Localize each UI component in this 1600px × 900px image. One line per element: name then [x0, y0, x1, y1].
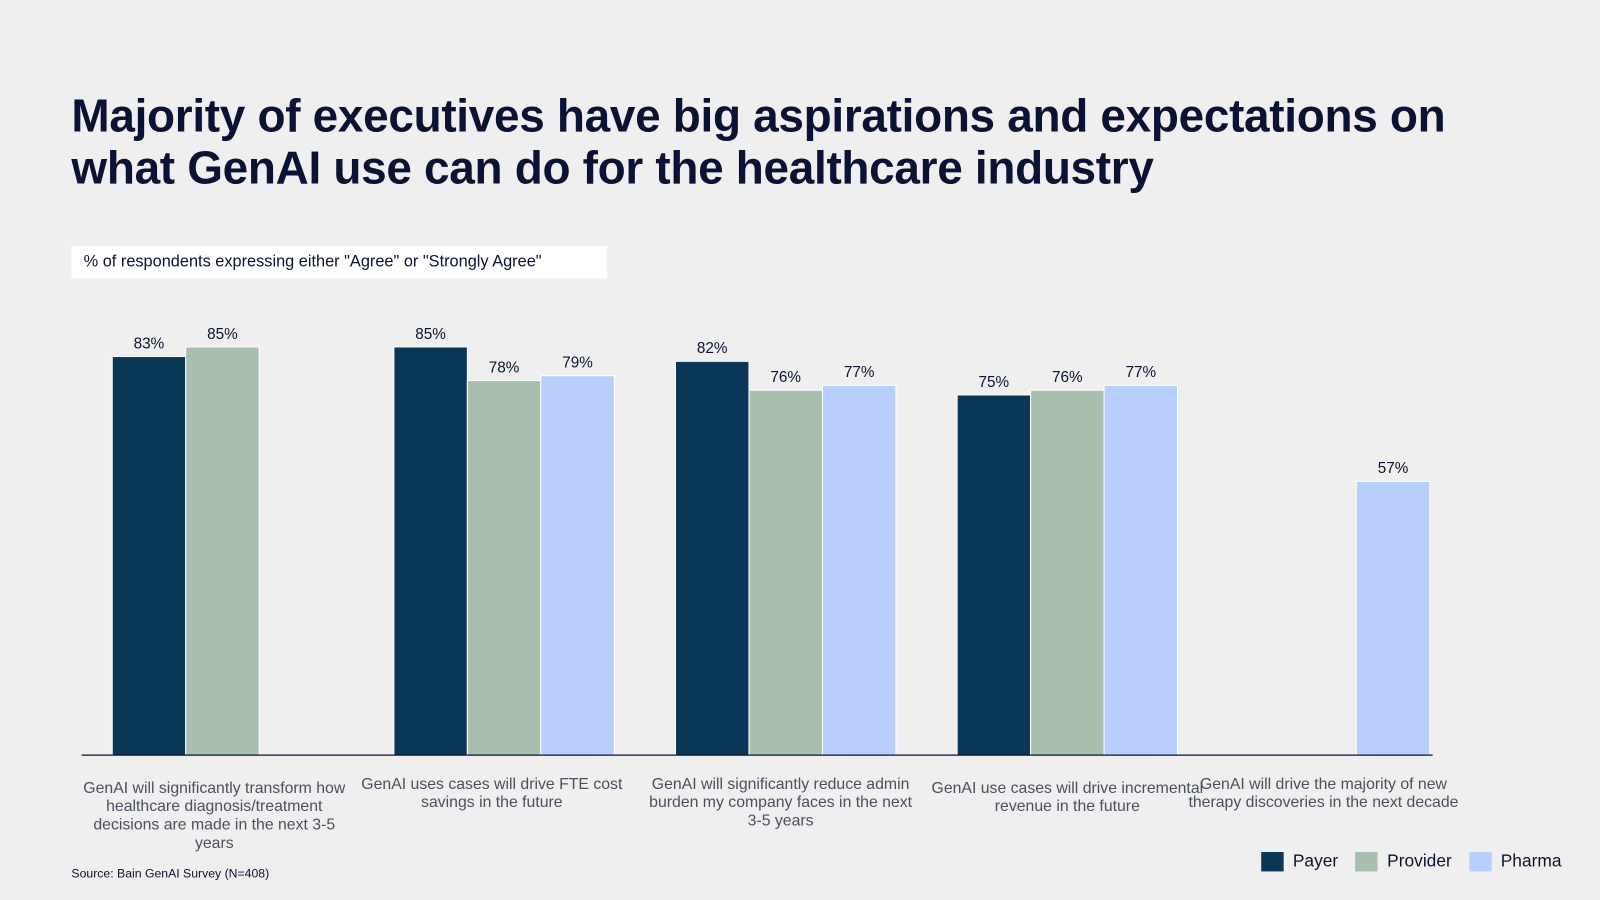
data-label: 76% [1052, 369, 1083, 386]
data-label: 83% [134, 335, 165, 352]
legend-item-payer: Payer [1261, 851, 1338, 871]
category-label: GenAI use cases will drive incremental r… [931, 779, 1204, 816]
category-label: GenAI uses cases will drive FTE cost sav… [361, 775, 623, 812]
legend-label: Pharma [1500, 851, 1562, 871]
legend-swatch [1469, 851, 1492, 871]
page-title: Majority of executives have big aspirati… [71, 89, 1446, 194]
data-label: 77% [1125, 364, 1156, 381]
bar-pharma [540, 375, 615, 756]
category-label: GenAI will drive the majority of new the… [1188, 775, 1459, 812]
data-label: 85% [415, 326, 446, 343]
chart-subtitle: % of respondents expressing either "Agre… [71, 245, 608, 279]
legend-swatch [1261, 851, 1284, 871]
bar-provider [185, 346, 260, 756]
data-label: 77% [844, 364, 875, 381]
data-label: 85% [207, 326, 238, 343]
data-label: 82% [697, 340, 728, 357]
legend-item-pharma: Pharma [1469, 851, 1561, 871]
legend-label: Provider [1387, 851, 1452, 871]
bar-payer [393, 346, 468, 756]
data-label: 57% [1378, 460, 1409, 477]
bar-provider [466, 380, 542, 756]
legend-item-provider: Provider [1355, 851, 1452, 871]
bar-pharma [821, 384, 897, 756]
bar-payer [111, 356, 187, 756]
bar-pharma [1355, 480, 1431, 756]
legend-label: Payer [1292, 851, 1339, 871]
category-label: GenAI will significantly transform how h… [83, 779, 346, 853]
category-label: GenAI will significantly reduce admin bu… [649, 775, 913, 830]
bar-payer [674, 360, 750, 756]
legend-swatch [1355, 851, 1378, 871]
data-label: 78% [489, 359, 520, 376]
legend: Payer Provider Pharma [1261, 851, 1561, 871]
bar-pharma [1103, 384, 1179, 756]
data-label: 75% [979, 374, 1010, 391]
bar-provider [1030, 389, 1105, 756]
bar-payer [956, 394, 1032, 756]
bar-provider [748, 389, 823, 756]
data-label: 76% [770, 369, 801, 386]
data-label: 79% [562, 355, 593, 372]
source-note: Source: Bain GenAI Survey (N=408) [71, 866, 270, 881]
